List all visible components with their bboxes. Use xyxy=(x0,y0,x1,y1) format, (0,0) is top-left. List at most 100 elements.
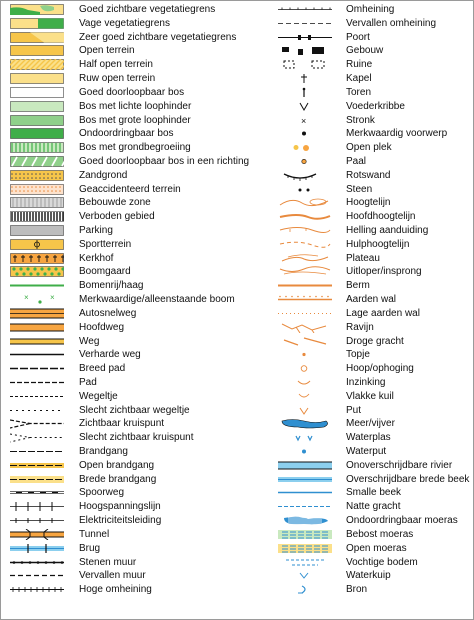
uncrossable-river-icon xyxy=(278,460,332,471)
legend-row: Ravijn xyxy=(278,321,468,335)
cliff-icon xyxy=(278,170,332,181)
legend-row: Hoogtelijn xyxy=(278,196,468,210)
legend-label: Slecht zichtbaar kruispunt xyxy=(79,432,194,444)
legend-row: Geaccidenteerd terrein xyxy=(10,183,200,197)
legend-row: Goed zichtbare vegetatiegrens xyxy=(10,3,215,17)
legend-label: Brandgang xyxy=(79,446,128,457)
wet-ditch-icon xyxy=(278,501,332,512)
legend-label: Goed zichtbare vegetatiegrens xyxy=(79,4,216,15)
legend-row: Voederkribbe xyxy=(278,100,468,114)
legend-row: Open brandgang xyxy=(10,459,200,473)
forest-slow-running-icon xyxy=(10,100,64,112)
earth-wall-icon xyxy=(278,294,332,305)
legend-row: Bebouwde zone xyxy=(10,196,200,210)
legend-label: Vage vegetatiegrens xyxy=(79,17,170,29)
legend-label: Spoorweg xyxy=(79,487,125,499)
legend-label: Elektriciteitsleiding xyxy=(79,515,162,527)
sandy-ground-icon xyxy=(10,169,64,181)
legend-label: Half open terrein xyxy=(79,59,153,71)
legend-label: Open moeras xyxy=(346,542,407,554)
wide-firebreak-icon xyxy=(10,474,64,485)
legend-label: Pad xyxy=(79,376,97,388)
svg-text:×: × xyxy=(301,116,306,126)
water-well-icon xyxy=(278,446,332,457)
open-marsh-icon xyxy=(278,543,332,554)
legend-label: Rotswand xyxy=(346,169,391,181)
wooded-marsh-icon xyxy=(278,529,332,540)
legend-row: Breed pad xyxy=(10,362,200,376)
sports-field-icon xyxy=(10,239,64,250)
legend-label: Hoge omheining xyxy=(79,584,152,596)
legend-row: Berm xyxy=(278,279,468,293)
legend-label: Waterplas xyxy=(346,432,391,444)
legend-row: Hoofdhoogtelijn xyxy=(278,210,468,224)
contour-icon xyxy=(278,197,332,208)
pond-icon xyxy=(278,432,332,443)
legend-label: Ondoordringbaar moeras xyxy=(346,515,458,527)
legend-row: Vervallen muur xyxy=(10,569,200,583)
legend-label: Onoverschrijdbare rivier xyxy=(346,459,453,471)
feeding-rack-icon xyxy=(278,101,332,112)
legend-label: Meer/vijver xyxy=(346,418,395,430)
paved-road-icon xyxy=(10,349,64,360)
legend-row: Put xyxy=(278,404,468,418)
ruined-wall-icon xyxy=(10,570,64,581)
impassable-forest-icon xyxy=(10,128,64,140)
legend-label: Steen xyxy=(346,183,373,195)
legend-row: Meer/vijver xyxy=(278,417,468,431)
legend-row: × Stronk xyxy=(278,114,468,128)
legend-row: Spoorweg xyxy=(10,486,200,500)
legend-row: Hulphoogtelijn xyxy=(278,238,468,252)
legend-row: Half open terrein xyxy=(10,58,200,72)
legend-label: Vlakke kuil xyxy=(346,390,394,402)
legend-row: Natte gracht xyxy=(278,500,468,514)
legend-label: Aarden wal xyxy=(346,294,397,306)
legend-row: Kapel xyxy=(278,72,468,86)
legend-label: Breed pad xyxy=(79,363,126,375)
legend-label: Merkwaardige/alleenstaande boom xyxy=(79,294,235,306)
legend-label: Uitloper/insprong xyxy=(346,266,422,278)
legend-row: Bos met grondbegroeiing xyxy=(10,141,200,155)
legend-row: Open moeras xyxy=(278,542,468,556)
legend-row: Zeer goed zichtbare vegetatiegrens xyxy=(10,31,236,45)
building-icon xyxy=(278,45,332,56)
legend-row: Omheining xyxy=(278,3,468,17)
open-terrain-icon xyxy=(10,45,64,57)
legend-row: Topje xyxy=(278,348,468,362)
legend-row: Smalle beek xyxy=(278,486,468,500)
lake-icon xyxy=(278,418,332,429)
spur-re-entrant-icon xyxy=(278,266,332,277)
legend-row: Bomenrij/haag xyxy=(10,279,200,293)
legend-label: Bebost moeras xyxy=(346,528,414,540)
fence-icon xyxy=(278,4,332,15)
forest-difficult-icon xyxy=(10,114,64,126)
legend-label: Stronk xyxy=(346,114,375,126)
spring-icon xyxy=(278,584,332,595)
legend-row: Goed doorloopbaar bos in een richting xyxy=(10,155,249,169)
cemetery-icon xyxy=(10,252,64,264)
crossable-stream-icon xyxy=(278,474,332,485)
legend-row: Vage vegetatiegrens xyxy=(10,17,200,31)
legend-row: Bos met grote loophinder xyxy=(10,114,200,128)
ruin-icon xyxy=(278,59,332,70)
legend-label: Open plek xyxy=(346,142,392,154)
legend-label: Ruine xyxy=(346,59,373,71)
legend-row: Slecht zichtbaar wegeltje xyxy=(10,404,200,418)
indistinct-path-icon xyxy=(10,405,64,416)
legend-label: Topje xyxy=(346,349,370,361)
rough-open-terrain-icon xyxy=(10,73,64,84)
railway-icon xyxy=(10,487,64,498)
legend-row: Kerkhof xyxy=(10,252,200,266)
legend-row: Ondoordringbaar bos xyxy=(10,127,200,141)
veg-border-very-good-icon xyxy=(10,31,64,43)
legend-row: Weg xyxy=(10,335,200,349)
runnable-one-direction-icon xyxy=(10,156,64,167)
stump-icon: × xyxy=(278,115,332,126)
legend-row: Vervallen omheining xyxy=(278,17,468,31)
legend-row: Waterput xyxy=(278,445,468,459)
legend-label: Merkwaardig voorwerp xyxy=(346,128,448,140)
legend-row: Steen xyxy=(278,183,468,197)
veg-border-good-icon xyxy=(10,4,64,15)
legend-label: Plateau xyxy=(346,252,380,264)
rough-terrain-icon xyxy=(10,183,64,195)
